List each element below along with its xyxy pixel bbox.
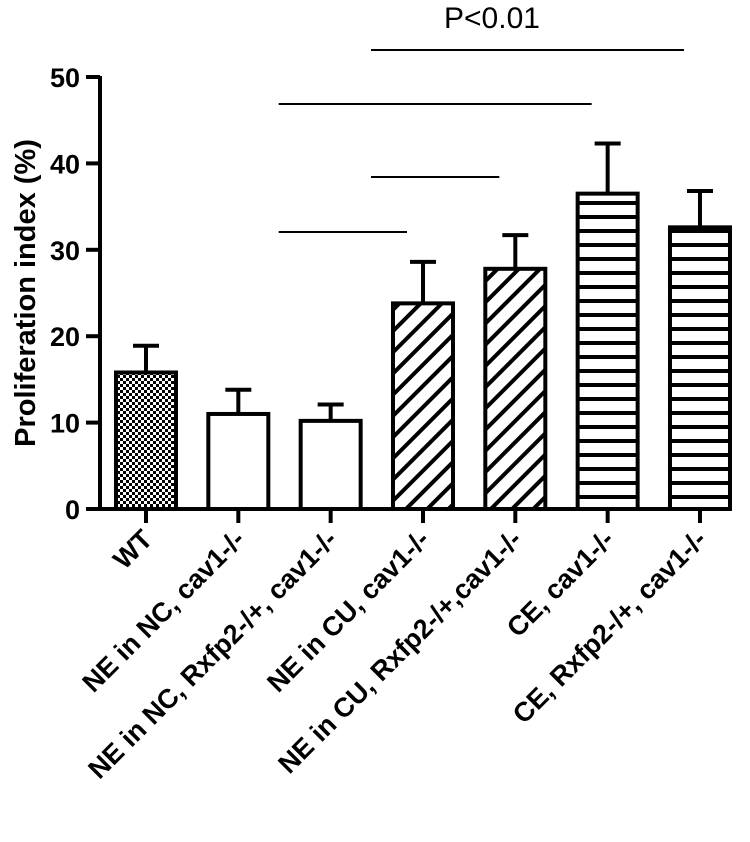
x-tick-label: NE in CU, cav1-/- <box>261 524 435 698</box>
y-tick-label: 10 <box>50 409 80 439</box>
y-tick-label: 30 <box>50 236 80 266</box>
bar <box>206 411 271 511</box>
bar <box>114 370 178 511</box>
x-tick-label: WT <box>107 524 158 575</box>
y-tick-label: 20 <box>50 322 80 352</box>
axes: 0 10 20 30 40 50 <box>50 63 730 525</box>
bar <box>483 266 548 512</box>
x-tick-label: NE in NC, cav1-/- <box>77 524 251 698</box>
y-tick-label: 50 <box>50 63 80 93</box>
bars <box>114 141 732 512</box>
y-axis-label: Proliferation index (%) <box>10 139 42 447</box>
y-tick-label: 0 <box>65 495 80 525</box>
significance-lines <box>278 49 684 233</box>
bar <box>390 301 455 512</box>
bar <box>298 418 363 512</box>
bar <box>667 225 732 511</box>
y-tick-label: 40 <box>50 149 80 179</box>
bar <box>575 191 640 511</box>
significance-label: P<0.01 <box>444 2 540 35</box>
